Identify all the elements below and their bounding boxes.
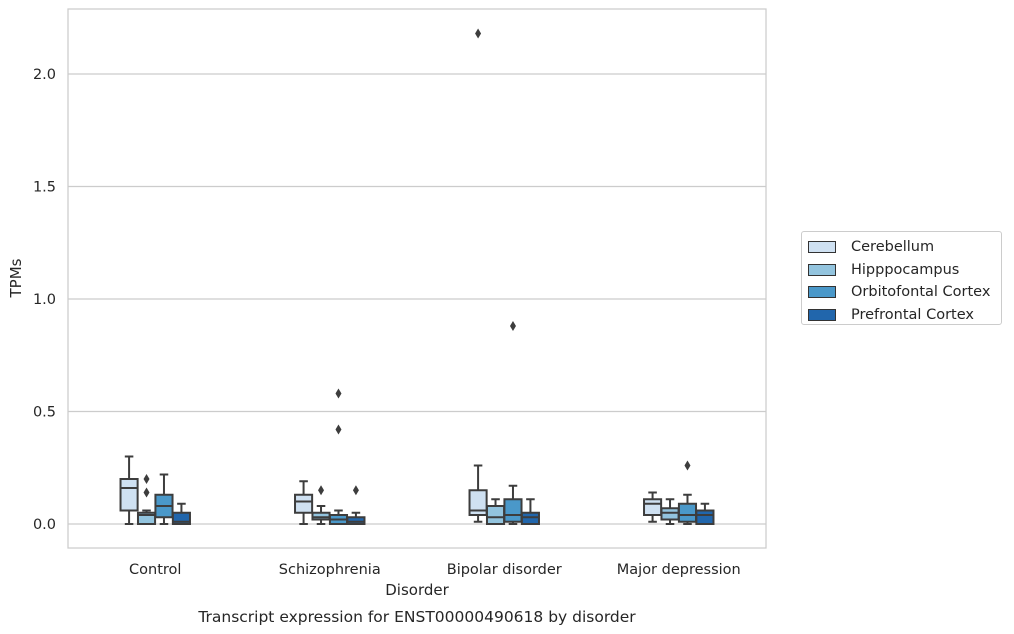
legend-label: Orbitofontal Cortex [851,284,991,301]
box-group [136,474,157,525]
box [643,498,663,516]
x-tick-label: Major depression [617,562,741,578]
x-tick-labels: Control Schizophrenia Bipolar disorder Majo… [129,562,741,578]
chart-caption: Transcript expression for ENST0000049061… [197,608,636,626]
box-group [468,28,488,523]
outlier-point [475,28,482,39]
box [346,516,366,525]
y-tick-label: 0.0 [33,517,56,533]
y-tick-label: 1.0 [33,292,56,308]
box-group [119,455,139,525]
box [677,502,698,523]
box-group [311,485,331,525]
legend-label: Prefrontal Cortex [851,306,974,323]
box-group [346,485,366,525]
legend-label: Cerebellum [851,239,935,256]
legend-item: Cerebellum [808,236,1001,259]
gridlines [68,73,766,525]
box [660,507,680,521]
box [294,493,314,514]
outlier-point [335,424,342,435]
box [311,511,331,521]
legend-swatch [808,286,836,299]
box [468,489,488,516]
outlier-point [352,485,359,496]
y-tick-label: 0.5 [33,405,56,421]
box [503,498,523,523]
legend-item: Prefrontal Cortex [808,304,1001,327]
box-group [171,502,191,525]
box-series [119,28,715,525]
box [695,509,715,525]
box [136,511,157,525]
box-group [294,480,314,525]
box-group [643,491,663,523]
box-group [154,473,174,525]
legend-item: Hipppocampus [808,259,1001,282]
legend-swatch [808,241,836,254]
legend-item: Orbitofontal Cortex [808,281,1001,304]
box [171,511,191,525]
x-tick-label: Control [129,562,181,578]
y-tick-labels: 0.0 0.5 1.0 1.5 2.0 [33,67,56,533]
box-group [695,502,715,525]
y-tick-label: 1.5 [33,180,56,196]
x-tick-label: Bipolar disorder [447,562,562,578]
box [520,511,540,525]
x-axis-label: Disorder [385,581,449,599]
box-group [485,498,506,525]
outlier-point [143,487,150,498]
outlier-point [318,485,325,496]
x-tick-label: Schizophrenia [279,562,381,578]
y-tick-label: 2.0 [33,67,56,83]
y-axis-label: TPMs [7,258,25,298]
outlier-point [335,388,342,399]
box [485,505,506,525]
box-group [660,498,680,525]
outlier-point [684,460,691,471]
legend-swatch [808,263,836,276]
plot-frame [67,8,767,549]
box-group [328,388,349,525]
outlier-point [509,321,516,331]
outlier-point [143,474,150,484]
box-group [677,460,698,525]
box-group [520,498,540,525]
box [119,478,139,512]
legend-swatch [808,308,836,321]
legend-label: Hipppocampus [851,261,960,278]
box-group [503,321,523,525]
legend: Cerebellum Hipppocampus Orbitofontal Corte… [801,231,1002,325]
